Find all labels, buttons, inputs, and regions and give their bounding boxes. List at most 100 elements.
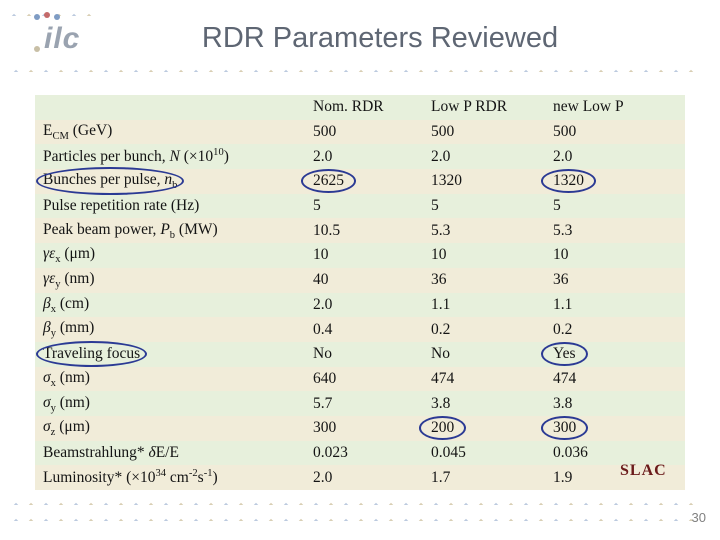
- diamond-dot-icon: [71, 502, 80, 505]
- diamond-dot-icon: [416, 502, 425, 505]
- param-value-text: 0.2: [431, 320, 451, 338]
- param-value-text: 10.5: [313, 221, 341, 239]
- diamond-dot-icon: [236, 518, 245, 521]
- param-value-text: 40: [313, 271, 329, 289]
- diamond-dot-icon: [26, 502, 35, 505]
- diamond-dot-icon: [656, 518, 665, 521]
- logo-dot-icon: [34, 46, 40, 52]
- param-value-text: 5: [313, 197, 321, 215]
- diamond-dot-icon: [266, 502, 275, 505]
- table-row: ECM (GeV) 500 500 500: [35, 119, 685, 145]
- param-value-text: 1320: [431, 172, 462, 190]
- param-value-text: 5.3: [553, 221, 573, 239]
- diamond-dot-icon: [401, 518, 410, 521]
- diamond-dot-icon: [506, 502, 515, 505]
- diamond-dot-icon: [116, 69, 125, 72]
- param-value-text: 3.8: [431, 394, 451, 412]
- param-label: σx (nm): [35, 369, 297, 389]
- param-label: Peak beam power, Pb (MW): [35, 221, 297, 241]
- diamond-dot-icon: [671, 502, 680, 505]
- param-value: 500: [415, 123, 537, 141]
- param-value-text: 640: [313, 369, 337, 387]
- param-label: Traveling focus: [35, 341, 297, 368]
- diamond-dot-icon: [401, 69, 410, 72]
- param-value: 10.5: [297, 222, 415, 240]
- diamond-dot-icon: [506, 518, 515, 521]
- diamond-dot-icon: [251, 69, 260, 72]
- diamond-dot-icon: [461, 502, 470, 505]
- diamond-dot-icon: [11, 502, 20, 505]
- param-value-text: 0.2: [553, 320, 573, 338]
- param-label: γεx (μm): [35, 245, 297, 265]
- param-value-text: 5: [431, 197, 439, 215]
- diamond-dot-icon: [581, 502, 590, 505]
- diamond-dot-icon: [9, 13, 18, 16]
- diamond-dot-icon: [521, 502, 530, 505]
- param-label-text: σy (nm): [43, 393, 90, 414]
- diamond-dot-icon: [356, 518, 365, 521]
- diamond-dot-icon: [221, 69, 230, 72]
- param-value-text: 36: [553, 271, 569, 289]
- table-row: σx (nm) 640 474 474: [35, 366, 685, 392]
- param-value: 0.4: [297, 321, 415, 339]
- diamond-dot-icon: [386, 69, 395, 72]
- param-value: 1.7: [415, 469, 537, 487]
- diamond-dot-icon: [176, 502, 185, 505]
- diamond-dot-icon: [71, 518, 80, 521]
- parameters-table: Nom. RDR Low P RDR new Low P ECM (GeV) 50…: [35, 95, 685, 490]
- param-value-text: 10: [553, 246, 569, 264]
- diamond-dot-icon: [476, 518, 485, 521]
- diamond-dot-icon: [26, 69, 35, 72]
- diamond-dot-icon: [191, 69, 200, 72]
- logo-dot-icon: [44, 12, 50, 18]
- diamond-dot-icon: [536, 69, 545, 72]
- param-value: 40: [297, 271, 415, 289]
- table-row: σz (μm) 300 200 300: [35, 415, 685, 441]
- param-value: 1.9: [537, 469, 685, 487]
- param-value: 2.0: [297, 296, 415, 314]
- diamond-dot-icon: [296, 69, 305, 72]
- table-row: Particles per bunch, N (×1010) 2.0 2.0 2.0: [35, 144, 685, 170]
- diamond-dot-icon: [611, 518, 620, 521]
- diamond-dot-icon: [686, 69, 695, 72]
- param-value: 10: [537, 246, 685, 264]
- diamond-dot-icon: [551, 502, 560, 505]
- param-label: γεy (nm): [35, 270, 297, 290]
- table-row: Peak beam power, Pb (MW) 10.5 5.3 5.3: [35, 218, 685, 244]
- col-header-low-p-rdr: Low P RDR: [431, 98, 508, 116]
- param-value-text: 1.7: [431, 468, 451, 486]
- logo-dot-icon: [54, 14, 60, 20]
- diamond-dot-icon: [491, 69, 500, 72]
- param-value-text: 0.023: [313, 443, 348, 461]
- diamond-dot-icon: [446, 518, 455, 521]
- diamond-dot-icon: [281, 69, 290, 72]
- diamond-dot-icon: [56, 502, 65, 505]
- param-value: 2.0: [297, 148, 415, 166]
- col-header-nom-rdr: Nom. RDR: [313, 98, 384, 116]
- param-value: 1.1: [415, 296, 537, 314]
- param-value-text: 2.0: [431, 147, 451, 165]
- diamond-dot-icon: [626, 69, 635, 72]
- param-label-text: Beamstrahlung* δE/E: [43, 443, 179, 461]
- param-value-text: 10: [313, 246, 329, 264]
- param-value-text: 0.045: [431, 443, 466, 461]
- diamond-dot-icon: [116, 502, 125, 505]
- diamond-dot-icon: [101, 69, 110, 72]
- param-value-text: 2.0: [553, 147, 573, 165]
- diamond-dot-icon: [131, 502, 140, 505]
- param-value: 0.045: [415, 444, 537, 462]
- table-row: βx (cm) 2.0 1.1 1.1: [35, 292, 685, 318]
- param-value-text: 300: [313, 419, 337, 437]
- param-value: 5: [415, 197, 537, 215]
- dotted-divider-bottom-2: [8, 513, 712, 521]
- diamond-dot-icon: [566, 518, 575, 521]
- param-value-text: 3.8: [553, 394, 573, 412]
- param-value: 1.1: [537, 296, 685, 314]
- diamond-dot-icon: [476, 69, 485, 72]
- diamond-dot-icon: [446, 502, 455, 505]
- table-row: σy (nm) 5.7 3.8 3.8: [35, 391, 685, 416]
- diamond-dot-icon: [146, 69, 155, 72]
- diamond-dot-icon: [176, 518, 185, 521]
- diamond-dot-icon: [566, 502, 575, 505]
- param-value: 5.3: [537, 222, 685, 240]
